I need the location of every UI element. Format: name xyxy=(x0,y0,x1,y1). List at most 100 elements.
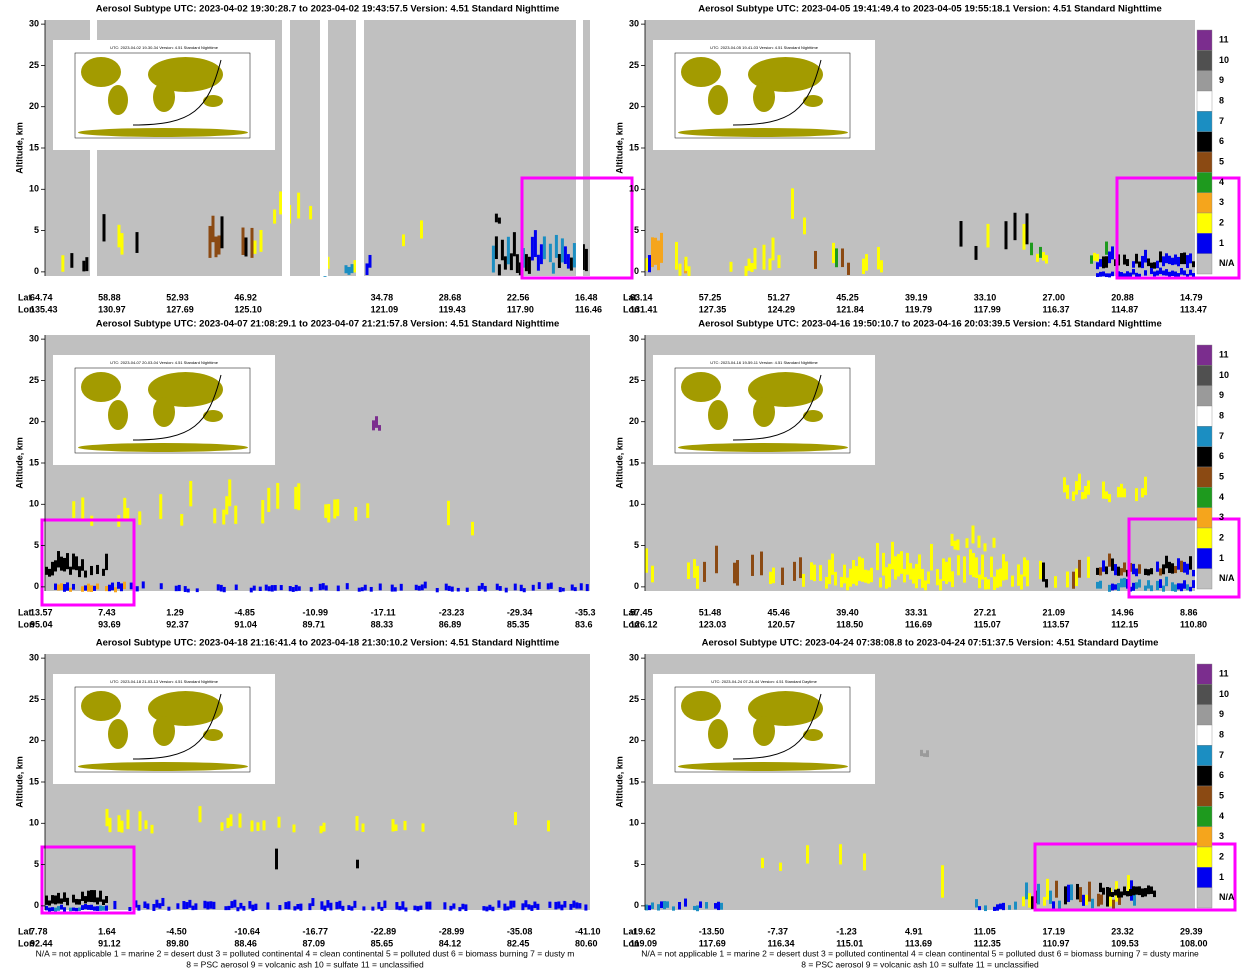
inset-land xyxy=(708,400,728,430)
x-tick-label: -13.50 xyxy=(699,926,725,936)
aerosol-pixel xyxy=(986,223,990,248)
y-tick-label: 5 xyxy=(34,859,39,869)
aerosol-pixel xyxy=(832,242,835,264)
aerosol-pixel xyxy=(645,904,648,911)
aerosol-pixel xyxy=(464,904,468,912)
aerosol-pixel xyxy=(51,895,54,904)
chart-title: Aerosol Subtype UTC: 2023-04-07 21:08:29… xyxy=(96,319,560,330)
aerosol-pixel xyxy=(167,906,171,911)
aerosol-pixel xyxy=(503,256,507,270)
legend-label: 11 xyxy=(1219,669,1229,679)
aerosol-pixel xyxy=(353,260,357,273)
aerosol-pixel xyxy=(1126,259,1129,267)
x-tick-label: -22.89 xyxy=(371,926,397,936)
x-tick-label: -10.64 xyxy=(234,926,260,936)
inset-land xyxy=(753,716,775,746)
x-tick-label: 117.99 xyxy=(974,304,1001,314)
aerosol-pixel xyxy=(477,585,481,591)
aerosol-pixel xyxy=(75,556,78,571)
aerosol-pixel xyxy=(244,237,248,257)
aerosol-pixel xyxy=(220,822,224,831)
aerosol-pixel xyxy=(90,890,93,903)
aerosol-pixel xyxy=(1183,561,1186,573)
aerosol-pixel xyxy=(1111,271,1114,277)
aerosol-pixel xyxy=(963,556,966,583)
inset-title: UTC: 2023-04-07 20-03-04 Version: 4.51 S… xyxy=(110,360,219,365)
aerosol-pixel xyxy=(1096,581,1099,589)
aerosol-pixel xyxy=(329,902,333,911)
aerosol-pixel xyxy=(1039,246,1042,258)
legend-label: 7 xyxy=(1219,116,1224,126)
x-tick-label: -1.23 xyxy=(836,926,857,936)
aerosol-pixel xyxy=(78,899,81,905)
legend-label: 3 xyxy=(1219,512,1224,522)
aerosol-pixel xyxy=(102,906,105,911)
legend-swatch xyxy=(1196,111,1213,132)
inset-land xyxy=(78,762,248,771)
x-tick-label: 51.48 xyxy=(699,607,722,617)
aerosol-pixel xyxy=(1171,563,1174,574)
aerosol-pixel xyxy=(813,564,816,582)
aerosol-pixel xyxy=(273,209,277,224)
aerosol-pixel xyxy=(259,229,263,252)
aerosol-pixel xyxy=(1162,585,1165,592)
aerosol-pixel xyxy=(1186,273,1189,278)
aerosol-pixel xyxy=(793,561,796,581)
aerosol-pixel xyxy=(1111,892,1114,897)
aerosol-pixel xyxy=(186,588,190,593)
x-row-label: Lon xyxy=(623,938,640,948)
legend-label: N/A xyxy=(1219,892,1235,902)
aerosol-pixel xyxy=(1054,576,1057,588)
x-tick-label: 27.21 xyxy=(974,607,997,617)
aerosol-pixel xyxy=(1132,268,1135,275)
x-tick-label: 116.46 xyxy=(575,304,602,314)
aerosol-pixel xyxy=(195,588,199,593)
aerosol-pixel xyxy=(158,903,162,909)
aerosol-pixel xyxy=(990,556,993,578)
aerosol-pixel xyxy=(206,901,210,910)
aerosol-pixel xyxy=(903,568,906,583)
aerosol-pixel xyxy=(753,247,757,270)
aerosol-pixel xyxy=(645,258,648,271)
x-tick-label: 127.69 xyxy=(166,304,194,314)
aerosol-pixel xyxy=(319,825,323,834)
aerosol-pixel xyxy=(60,583,63,591)
x-tick-label: 108.00 xyxy=(1180,938,1208,948)
aerosol-pixel xyxy=(1076,883,1079,900)
aerosol-pixel xyxy=(250,227,254,258)
x-tick-label: 64.74 xyxy=(30,292,53,302)
aerosol-pixel xyxy=(696,565,699,589)
aerosol-pixel xyxy=(93,585,96,591)
x-tick-label: -35.3 xyxy=(575,607,596,617)
aerosol-pixel xyxy=(251,904,255,912)
aerosol-pixel xyxy=(1186,584,1189,591)
aerosol-pixel xyxy=(1102,256,1105,269)
aerosol-pixel xyxy=(390,584,394,592)
aerosol-pixel xyxy=(270,585,274,592)
aerosol-pixel xyxy=(292,824,296,833)
aerosol-pixel xyxy=(1099,882,1102,893)
x-tick-label: -23.23 xyxy=(439,607,465,617)
x-tick-label: -4.50 xyxy=(166,926,187,936)
y-axis-label: Altitude, km xyxy=(614,756,624,808)
aerosol-pixel xyxy=(645,548,648,573)
aerosol-pixel xyxy=(323,905,327,912)
y-tick-label: 0 xyxy=(634,581,639,591)
aerosol-pixel xyxy=(888,563,891,588)
aerosol-pixel xyxy=(1081,492,1084,500)
aerosol-pixel xyxy=(161,897,165,907)
aerosol-pixel xyxy=(45,905,48,911)
x-tick-label: 82.45 xyxy=(507,938,530,948)
aerosol-pixel xyxy=(70,253,74,268)
aerosol-pixel xyxy=(1177,256,1180,267)
aerosol-pixel xyxy=(575,902,579,909)
legend-swatch xyxy=(1196,704,1213,726)
aerosol-pixel xyxy=(354,507,358,521)
legend-swatch xyxy=(1196,50,1213,71)
aerosol-pixel xyxy=(847,262,850,275)
aerosol-pixel xyxy=(1180,560,1183,573)
aerosol-pixel xyxy=(81,891,84,901)
aerosol-pixel xyxy=(497,264,501,276)
aerosol-pixel xyxy=(413,905,417,911)
x-tick-label: 58.88 xyxy=(98,292,121,302)
